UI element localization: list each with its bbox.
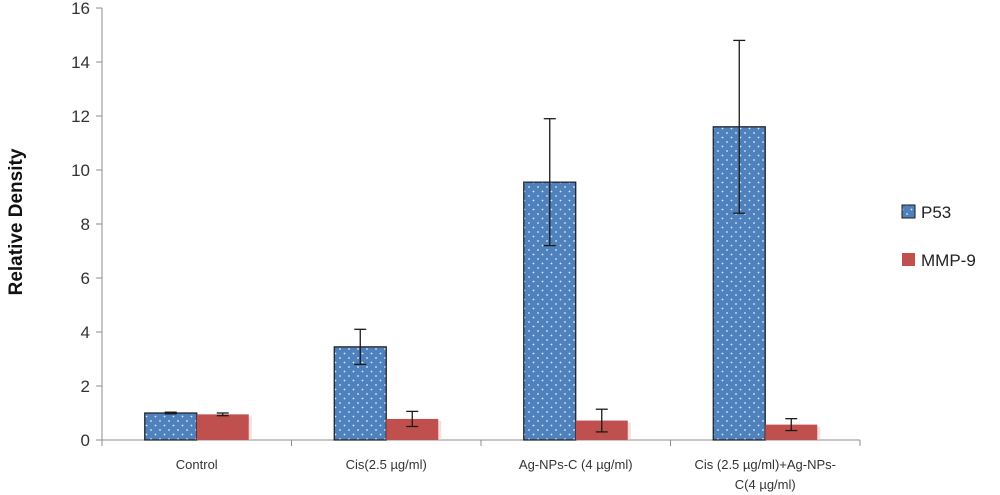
y-tick-label: 16 xyxy=(71,0,90,18)
x-tick-label-line: Cis (2.5 µg/ml)+Ag-NPs- xyxy=(695,457,837,472)
y-axis: 0 2 4 6 8 10 12 14 16 xyxy=(71,0,103,450)
y-tick-label: 6 xyxy=(81,269,90,288)
x-tick-label: Cis(2.5 µg/ml) xyxy=(346,457,427,472)
y-tick-label: 12 xyxy=(71,107,90,126)
bar-mmp-9-1 xyxy=(386,418,439,440)
x-tick-label: Control xyxy=(176,457,218,472)
legend-swatch xyxy=(901,204,916,219)
legend-label: P53 xyxy=(921,203,951,222)
y-tick-label: 2 xyxy=(81,377,90,396)
y-tick-label: 0 xyxy=(81,431,90,450)
bar-mmp-9-3 xyxy=(765,424,818,440)
y-tick-label: 8 xyxy=(81,215,90,234)
bars xyxy=(144,39,821,441)
x-tick-label: Ag-NPs-C (4 µg/ml) xyxy=(519,457,633,472)
y-tick-label: 4 xyxy=(81,323,90,342)
y-tick-label: 14 xyxy=(71,53,90,72)
bar-mmp-9-0 xyxy=(196,414,249,440)
y-tick-label: 10 xyxy=(71,161,90,180)
y-axis-label: Relative Density xyxy=(6,148,27,295)
x-axis: Control Cis(2.5 µg/ml) Ag-NPs-C (4 µg/ml) C… xyxy=(101,439,861,492)
x-tick-label-line: C(4 µg/ml) xyxy=(735,477,796,492)
x-tick-label: Cis (2.5 µg/ml)+Ag-NPs- C(4 µg/ml) xyxy=(695,457,837,492)
x-tick-label-line: Control xyxy=(176,457,218,472)
legend-swatch xyxy=(902,253,915,266)
x-tick-label-line: Cis(2.5 µg/ml) xyxy=(346,457,427,472)
bar-p53-0 xyxy=(144,412,198,441)
legend-label: MMP-9 xyxy=(921,251,976,270)
legend: P53 MMP-9 xyxy=(901,203,976,270)
x-tick-label-line: Ag-NPs-C (4 µg/ml) xyxy=(519,457,633,472)
